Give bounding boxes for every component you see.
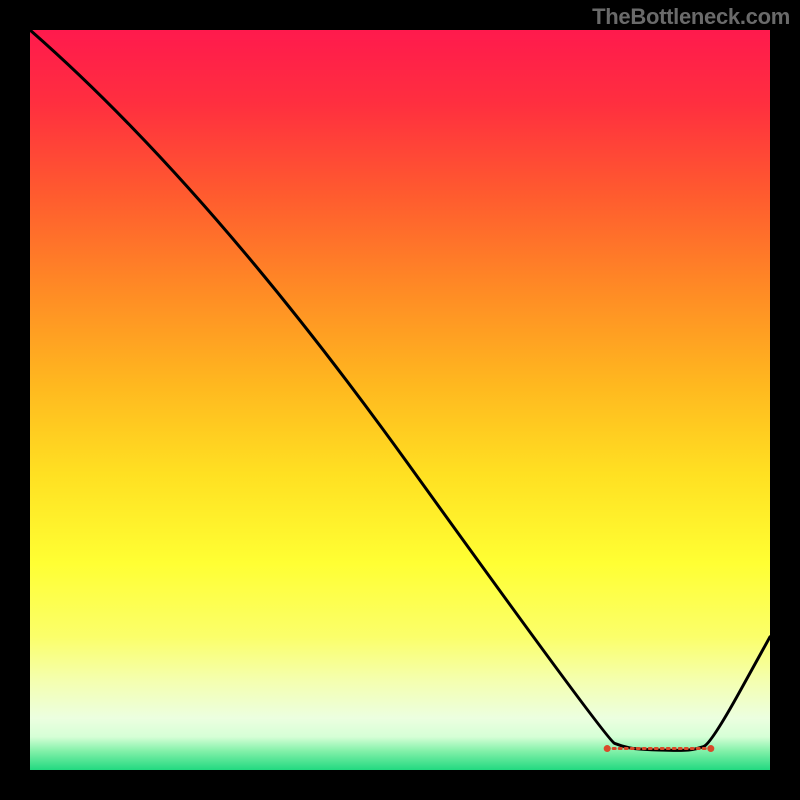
chart-background (30, 30, 770, 770)
chart-plot-area (30, 30, 770, 770)
chart-svg (30, 30, 770, 770)
watermark: TheBottleneck.com (592, 4, 790, 30)
